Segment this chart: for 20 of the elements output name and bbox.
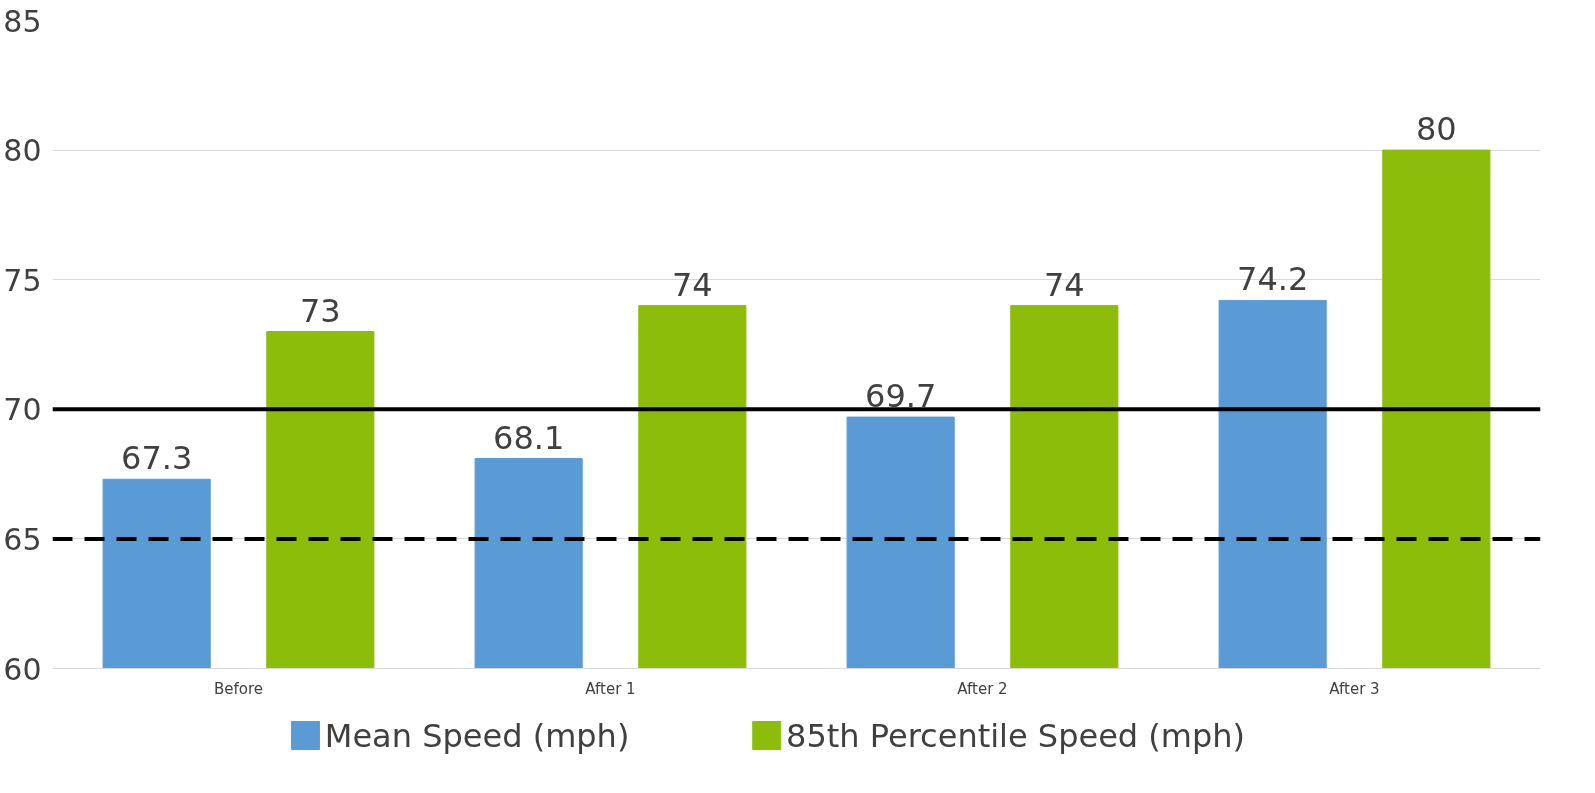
- legend-label: 85th Percentile Speed (mph): [786, 716, 1246, 755]
- x-tick-label: After 2: [957, 679, 1008, 698]
- y-tick-label: 65: [3, 521, 42, 557]
- data-label: 69.7: [865, 377, 937, 416]
- y-tick-label: 80: [3, 133, 42, 169]
- y-tick-label: 70: [3, 392, 42, 428]
- y-tick-label: 85: [3, 3, 42, 39]
- x-tick-label: After 3: [1329, 679, 1380, 698]
- x-tick-label: Before: [213, 679, 264, 698]
- data-label: 67.3: [121, 439, 193, 478]
- data-label: 73: [299, 291, 341, 330]
- data-label: 74: [671, 265, 713, 304]
- data-label: 74: [1043, 265, 1085, 304]
- data-label: 74.2: [1237, 260, 1309, 299]
- data-label: 68.1: [493, 418, 565, 457]
- y-tick-label: 75: [3, 262, 42, 298]
- data-label: 80: [1415, 110, 1457, 149]
- legend-label: Mean Speed (mph): [324, 716, 630, 755]
- y-tick-label: 60: [3, 651, 42, 687]
- x-tick-label: After 1: [585, 679, 636, 698]
